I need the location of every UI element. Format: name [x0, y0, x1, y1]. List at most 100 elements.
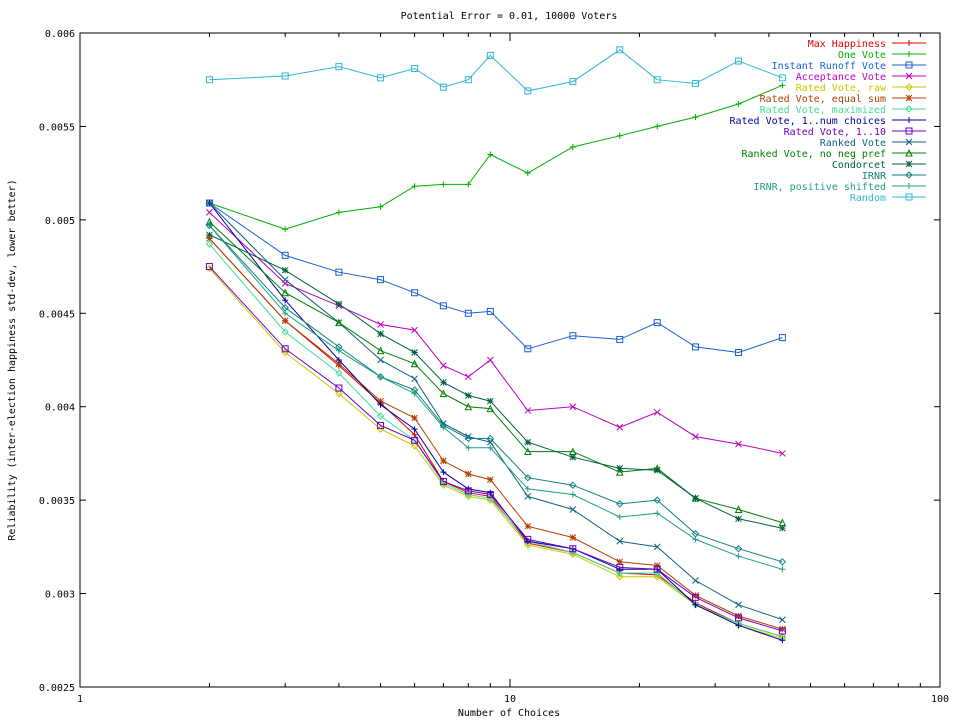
data-point	[653, 565, 661, 573]
legend-entry: Rated Vote, raw	[796, 83, 926, 94]
data-point	[524, 535, 532, 543]
data-point	[377, 74, 385, 82]
legend-entry: Ranked Vote	[820, 138, 926, 149]
data-point	[616, 537, 624, 545]
data-point	[569, 143, 576, 150]
data-point	[335, 63, 343, 71]
data-point	[376, 346, 385, 355]
data-point	[569, 332, 577, 340]
data-point	[377, 421, 385, 429]
data-point	[411, 183, 418, 190]
data-point	[440, 469, 447, 476]
chart-title: Potential Error = 0.01, 10000 Voters	[401, 11, 618, 22]
legend-entry: Rated Vote, maximized	[760, 105, 926, 116]
data-point	[377, 373, 384, 380]
data-point	[205, 76, 213, 84]
series-7	[206, 200, 786, 644]
series-5	[206, 235, 786, 633]
data-point	[778, 74, 786, 82]
data-point	[486, 307, 494, 315]
data-point	[569, 78, 577, 86]
data-point	[464, 373, 472, 381]
data-point	[281, 276, 289, 284]
legend-marker	[905, 171, 913, 179]
data-point	[335, 360, 343, 368]
series-line	[209, 49, 783, 92]
legend-label: Random	[850, 193, 886, 204]
data-point	[692, 577, 699, 584]
series-line	[209, 243, 783, 637]
data-point	[616, 500, 624, 508]
data-point	[735, 101, 742, 108]
legend-label: Rated Vote, maximized	[760, 105, 886, 116]
legend-marker	[905, 94, 913, 102]
data-point	[654, 123, 661, 130]
data-point	[464, 434, 473, 443]
data-point	[524, 541, 532, 549]
data-point	[735, 349, 743, 357]
data-point	[465, 444, 472, 451]
data-point	[735, 614, 743, 622]
data-point	[569, 453, 577, 461]
data-point	[335, 347, 342, 354]
series-12	[205, 221, 787, 566]
series-14	[205, 46, 786, 95]
data-point	[616, 46, 624, 54]
data-point	[691, 79, 699, 87]
data-point	[206, 222, 213, 229]
data-point	[524, 87, 532, 95]
data-point	[411, 414, 418, 422]
data-point	[524, 493, 532, 500]
data-point	[653, 408, 661, 416]
data-point	[615, 467, 624, 476]
data-point	[464, 309, 472, 317]
data-point	[486, 356, 494, 364]
data-point	[779, 616, 786, 624]
data-point	[691, 593, 699, 601]
data-point	[735, 515, 742, 523]
data-point	[653, 543, 661, 551]
data-point	[653, 496, 661, 504]
series-3	[206, 209, 786, 457]
data-point	[616, 573, 624, 581]
data-point	[692, 601, 699, 608]
y-tick-label: 0.0045	[39, 309, 75, 320]
data-point	[616, 569, 624, 577]
data-point	[464, 470, 472, 478]
legend-label: Rated Vote, 1..num choices	[729, 116, 886, 127]
series-line	[209, 202, 783, 621]
legend-marker	[905, 148, 913, 157]
data-point	[486, 51, 494, 59]
series-line	[209, 266, 783, 632]
data-point	[778, 627, 786, 635]
data-point	[281, 251, 289, 259]
series-6	[205, 240, 787, 641]
legend-entry: Random	[850, 193, 926, 204]
data-point	[616, 513, 623, 520]
data-point	[205, 221, 214, 230]
legend-marker	[905, 127, 913, 135]
series-line	[209, 225, 783, 563]
data-point	[524, 522, 532, 530]
y-tick-label: 0.0025	[39, 683, 75, 694]
legend-marker	[905, 160, 913, 168]
data-point	[281, 317, 289, 325]
legend-label: Rated Vote, equal sum	[760, 94, 886, 105]
data-point	[206, 209, 213, 216]
legend-marker	[905, 193, 913, 201]
data-point	[205, 264, 214, 273]
legend-label: One Vote	[838, 50, 886, 61]
legend-label: Rated Vote, raw	[796, 83, 887, 94]
legend-marker	[905, 61, 913, 69]
data-point	[464, 402, 473, 411]
data-point	[691, 343, 699, 351]
data-point	[486, 476, 494, 483]
data-point	[206, 235, 213, 242]
data-point	[440, 181, 447, 188]
data-point	[335, 268, 343, 276]
legend-label: Ranked Vote	[820, 138, 886, 149]
data-point	[487, 151, 494, 158]
data-point	[411, 349, 418, 356]
series-10	[205, 217, 787, 527]
data-point	[569, 403, 577, 411]
